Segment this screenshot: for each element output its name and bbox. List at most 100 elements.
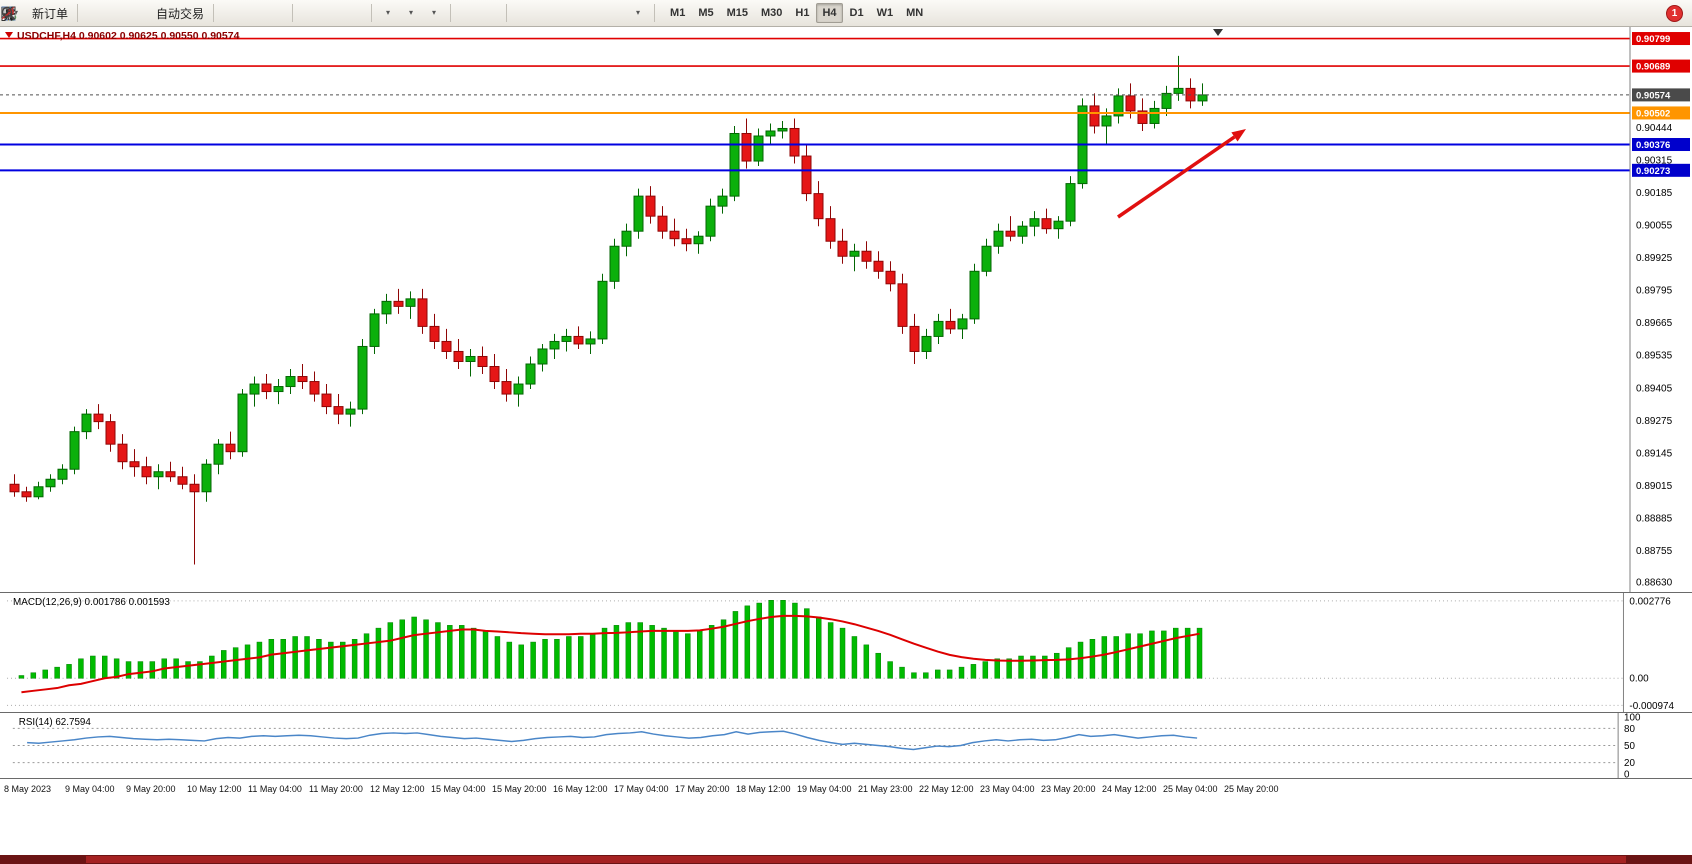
- candlestick-chart-button[interactable]: [3, 2, 264, 24]
- candle: [1173, 87, 1184, 94]
- price-scale-label: 0.90055: [1636, 220, 1673, 231]
- macd-histogram-bar: [268, 639, 275, 679]
- macd-histogram-bar: [554, 639, 560, 679]
- auto-trading-button[interactable]: 自动交易: [1, 2, 208, 24]
- profiles-button[interactable]: [1, 2, 105, 24]
- tile-windows-button[interactable]: [1, 2, 366, 24]
- macd-histogram-bar: [221, 650, 227, 679]
- macd-histogram-bar: [494, 636, 501, 679]
- timeframe-h1-button[interactable]: H1: [795, 7, 810, 19]
- macd-histogram-bar: [851, 636, 858, 679]
- timeframe-m1-button[interactable]: M1: [670, 7, 686, 19]
- macd-histogram-bar: [125, 661, 132, 679]
- trendline-button[interactable]: [1, 2, 557, 24]
- macd-histogram-bar: [316, 639, 322, 679]
- trend-arrow-head[interactable]: [1231, 129, 1246, 142]
- time-label: 21 May 23:00: [858, 784, 913, 794]
- cursor-button[interactable]: [6, 2, 478, 24]
- candle: [1053, 220, 1064, 230]
- search-button[interactable]: [1, 2, 1660, 24]
- fibonacci-button[interactable]: [1, 2, 603, 24]
- timeframe-mn-button[interactable]: MN: [906, 7, 924, 19]
- candle: [129, 461, 140, 468]
- candle: [321, 393, 332, 408]
- candle: [33, 486, 44, 498]
- toolbar-separator: [292, 4, 294, 22]
- zoom-in-button[interactable]: [1, 2, 320, 24]
- candle: [189, 483, 200, 493]
- rsi-line: [27, 730, 1198, 751]
- horizontal-line-button[interactable]: [2, 2, 534, 24]
- candle: [69, 431, 80, 470]
- macd-histogram-bar: [589, 633, 596, 679]
- macd-histogram-bar: [946, 669, 953, 679]
- price-scale-label: 0.88885: [1636, 514, 1673, 525]
- scrollbar-thumb[interactable]: [86, 856, 1626, 863]
- bar-chart-button[interactable]: [3, 2, 241, 24]
- main-chart[interactable]: 0.90444 0.90315 0.90185 0.90055 0.89925 0.897…: [0, 27, 1692, 592]
- candle: [609, 245, 620, 282]
- timeframe-m15-button[interactable]: M15: [726, 7, 748, 19]
- macd-histogram-bar: [566, 636, 572, 679]
- macd-histogram-bar: [601, 627, 608, 679]
- macd-panel[interactable]: 0.002776 0.00 -0.000974 MACD(12,26,9) 0.001…: [0, 592, 1692, 712]
- timeframe-m30-button[interactable]: M30: [761, 7, 783, 19]
- macd-histogram-bar: [899, 666, 905, 679]
- candle: [441, 340, 452, 352]
- resistance-line-1-badge[interactable]: [1632, 32, 1690, 46]
- periods-button[interactable]: ▾: [2, 2, 422, 24]
- market-watch-button[interactable]: [1, 2, 128, 24]
- horizontal-scrollbar[interactable]: [0, 855, 1692, 864]
- arrows-button[interactable]: ▾: [2, 2, 649, 24]
- time-label: 11 May 04:00: [248, 784, 302, 794]
- current-price-line-badge[interactable]: [1632, 88, 1690, 102]
- macd-histogram-bar: [792, 602, 798, 679]
- macd-histogram-bar: [732, 611, 739, 679]
- rsi-scale-label: 100: [1624, 712, 1641, 723]
- support-line-1-badge[interactable]: [1632, 138, 1690, 152]
- notification-badge[interactable]: 1: [1666, 4, 1683, 22]
- text-button[interactable]: A: [4, 2, 626, 24]
- timeframe-m5-button[interactable]: M5: [698, 7, 714, 19]
- timeframe-h4-button[interactable]: H4: [816, 3, 843, 23]
- macd-histogram-bar: [720, 619, 727, 679]
- channel-button[interactable]: [1, 2, 580, 24]
- candle: [885, 270, 896, 285]
- toolbar: ▾ 新订单 自动交易 ▾ ▾: [0, 0, 1692, 27]
- navigator-button[interactable]: [2, 2, 151, 24]
- line-chart-button[interactable]: [1, 2, 287, 24]
- trend-arrow[interactable]: [1117, 135, 1236, 219]
- zoom-out-button[interactable]: [1, 2, 343, 24]
- macd-histogram-bar: [839, 627, 846, 679]
- chart-shift-icon[interactable]: [1213, 29, 1223, 36]
- templates-button[interactable]: ▾: [1, 2, 445, 24]
- candle: [213, 443, 224, 465]
- chart-title: USDCHF,H4 0.90602 0.90625 0.90550 0.9057…: [17, 30, 240, 42]
- macd-histogram-bar: [173, 658, 179, 679]
- macd-histogram-bar: [1184, 627, 1191, 679]
- support-line-2-badge[interactable]: [1632, 163, 1690, 177]
- indicators-button[interactable]: ▾: [1, 2, 399, 24]
- price-badge-label: 0.90376: [1636, 140, 1670, 151]
- price-scale-label: 0.90315: [1636, 155, 1673, 166]
- macd-histogram-bar: [923, 672, 929, 679]
- macd-scale-label: 0.00: [1629, 674, 1649, 685]
- toolbar-separator: [77, 4, 79, 22]
- auto-trading-label: 自动交易: [156, 6, 205, 21]
- candle: [801, 155, 812, 195]
- new-order-button[interactable]: 新订单: [2, 2, 72, 24]
- pivot-line-badge[interactable]: [1632, 106, 1690, 120]
- timeframe-w1-button[interactable]: W1: [876, 7, 894, 19]
- candle: [345, 408, 356, 415]
- price-scale-label: 0.89405: [1636, 383, 1673, 394]
- macd-histogram-bar: [54, 666, 60, 679]
- macd-histogram-bar: [911, 672, 917, 679]
- crosshair-button[interactable]: [2, 2, 501, 24]
- macd-histogram-bar: [78, 658, 84, 679]
- resistance-line-2-badge[interactable]: [1632, 59, 1690, 73]
- price-badge-label: 0.90574: [1636, 90, 1671, 101]
- timeframe-d1-button[interactable]: D1: [849, 7, 864, 19]
- candle: [1005, 230, 1016, 237]
- candle: [141, 466, 152, 478]
